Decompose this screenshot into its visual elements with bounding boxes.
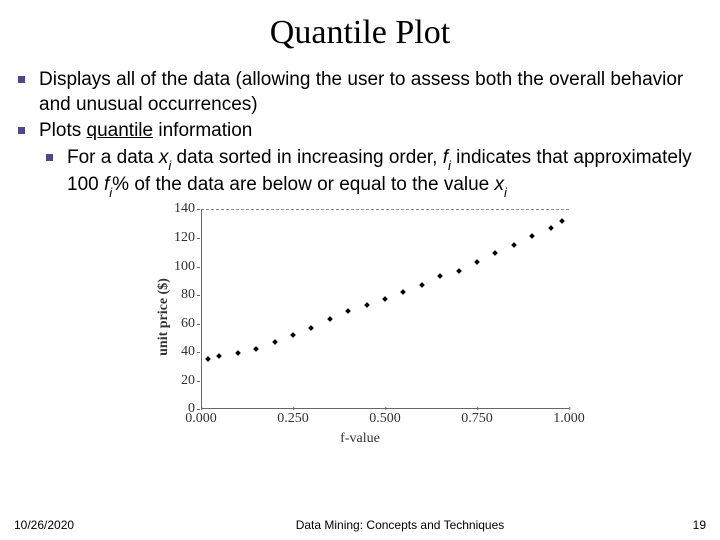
data-point bbox=[493, 251, 499, 257]
data-point bbox=[548, 225, 554, 231]
data-point bbox=[419, 282, 425, 288]
bullet-icon bbox=[18, 76, 25, 83]
y-tick: 40 bbox=[155, 345, 195, 359]
data-point bbox=[345, 308, 351, 314]
y-tick: 140 bbox=[155, 202, 195, 216]
sub-i: i bbox=[168, 158, 171, 173]
data-point bbox=[253, 346, 259, 352]
data-point bbox=[309, 325, 315, 331]
footer-date: 10/26/2020 bbox=[14, 518, 134, 532]
bullet-2-pre: Plots bbox=[39, 120, 87, 141]
chart-box: unit price ($) 0204060801001201400.0000.… bbox=[145, 205, 575, 429]
y-tick: 100 bbox=[155, 260, 195, 274]
data-point bbox=[217, 353, 223, 359]
t: For a data bbox=[67, 147, 159, 168]
x-tick: 0.250 bbox=[277, 411, 309, 427]
data-point bbox=[474, 259, 480, 265]
var-x: x bbox=[495, 174, 505, 195]
y-tick: 120 bbox=[155, 231, 195, 245]
bullet-icon bbox=[18, 127, 25, 134]
sub-i: i bbox=[109, 185, 112, 200]
top-gridline bbox=[201, 209, 569, 210]
bullet-2-link: quantile bbox=[87, 120, 154, 141]
bullet-2-text: Plots quantile information bbox=[39, 119, 252, 144]
sub-i: i bbox=[504, 185, 507, 200]
bullet-3: For a data xi data sorted in increasing … bbox=[18, 146, 702, 199]
t: data sorted in increasing order, bbox=[171, 147, 442, 168]
plot-area: 0204060801001201400.0000.2500.5000.7501.… bbox=[201, 209, 569, 409]
data-point bbox=[272, 339, 278, 345]
var-x: x bbox=[159, 147, 169, 168]
bullet-2: Plots quantile information bbox=[18, 119, 702, 144]
footer-center: Data Mining: Concepts and Techniques bbox=[134, 518, 666, 532]
content-area: Displays all of the data (allowing the u… bbox=[0, 60, 720, 447]
bullet-1-text: Displays all of the data (allowing the u… bbox=[39, 68, 702, 117]
x-axis-label: f-value bbox=[145, 431, 575, 447]
data-point bbox=[401, 289, 407, 295]
footer: 10/26/2020 Data Mining: Concepts and Tec… bbox=[0, 518, 720, 532]
slide-title: Quantile Plot bbox=[0, 0, 720, 60]
t: % of the data are below or equal to the … bbox=[112, 174, 494, 195]
bullet-3-text: For a data xi data sorted in increasing … bbox=[67, 146, 702, 199]
data-point bbox=[456, 268, 462, 274]
data-point bbox=[559, 218, 565, 224]
y-tick: 20 bbox=[155, 374, 195, 388]
quantile-chart: unit price ($) 0204060801001201400.0000.… bbox=[145, 205, 575, 447]
bullet-1: Displays all of the data (allowing the u… bbox=[18, 68, 702, 117]
x-tick: 1.000 bbox=[553, 411, 585, 427]
data-point bbox=[327, 316, 333, 322]
data-point bbox=[235, 351, 241, 357]
data-point bbox=[382, 296, 388, 302]
data-point bbox=[364, 302, 370, 308]
y-tick: 60 bbox=[155, 317, 195, 331]
x-tick: 0.750 bbox=[461, 411, 493, 427]
bullet-2-post: information bbox=[153, 120, 252, 141]
data-point bbox=[437, 273, 443, 279]
x-tick: 0.500 bbox=[369, 411, 401, 427]
sub-i: i bbox=[448, 158, 451, 173]
y-tick: 80 bbox=[155, 288, 195, 302]
data-point bbox=[290, 332, 296, 338]
y-axis-line bbox=[201, 209, 202, 409]
data-point bbox=[206, 356, 212, 362]
bullet-icon bbox=[46, 154, 53, 161]
x-tick: 0.000 bbox=[185, 411, 217, 427]
data-point bbox=[511, 242, 517, 248]
footer-page: 19 bbox=[666, 518, 706, 532]
data-point bbox=[529, 233, 535, 239]
